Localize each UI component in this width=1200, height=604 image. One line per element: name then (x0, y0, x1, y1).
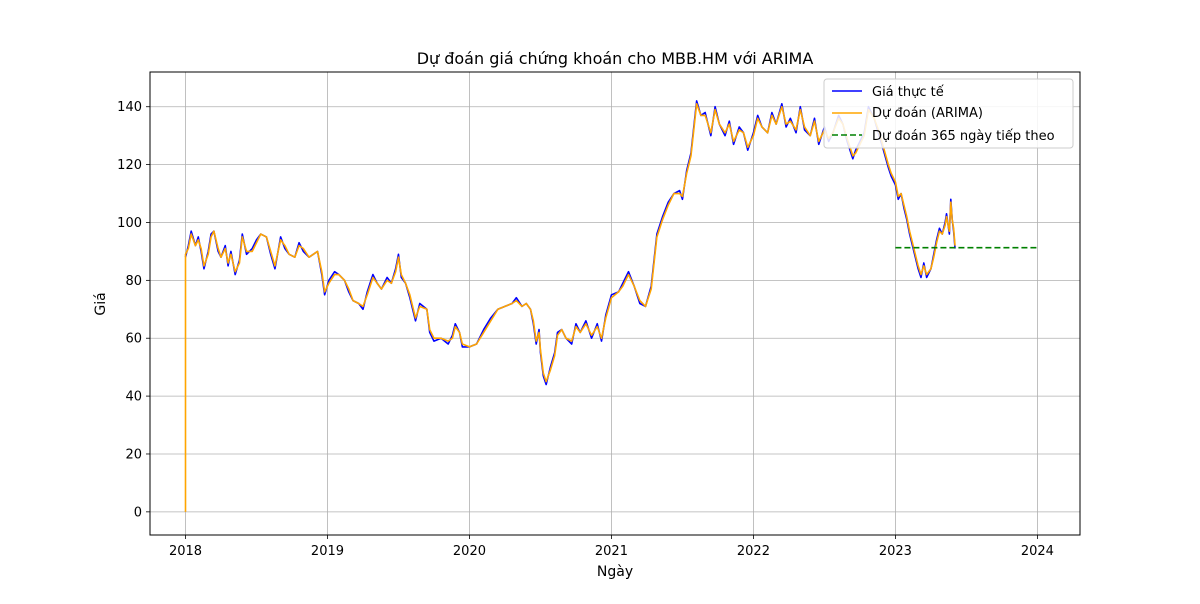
legend-label-actual: Giá thực tế (872, 85, 944, 100)
y-axis-label: Giá (93, 292, 109, 315)
x-tick-label: 2023 (879, 544, 912, 559)
y-tick-label: 80 (125, 274, 142, 289)
y-tick-label: 140 (117, 100, 142, 115)
x-tick-label: 2020 (453, 544, 486, 559)
x-tick-label: 2021 (595, 544, 628, 559)
x-tick-label: 2024 (1021, 544, 1054, 559)
chart-title: Dự đoán giá chứng khoán cho MBB.HM với A… (417, 49, 814, 68)
legend-label-arima: Dự đoán (ARIMA) (872, 106, 983, 121)
grid-lines (150, 72, 1080, 535)
x-tick-label: 2022 (737, 544, 770, 559)
legend-label-forecast: Dự đoán 365 ngày tiếp theo (872, 129, 1055, 144)
x-tick-label: 2019 (311, 544, 344, 559)
y-tick-label: 120 (117, 158, 142, 173)
y-tick-label: 40 (125, 390, 142, 405)
legend-box (823, 78, 1074, 149)
plot-frame (149, 71, 1081, 536)
x-axis-label: Ngày (597, 564, 633, 580)
x-tick-label: 2018 (169, 544, 202, 559)
legend: Giá thực tế Dự đoán (ARIMA) Dự đoán 365 … (823, 78, 1074, 149)
y-tick-label: 0 (134, 505, 142, 520)
y-tick-label: 20 (125, 447, 142, 462)
y-tick-label: 100 (117, 216, 142, 231)
y-tick-label: 60 (125, 332, 142, 347)
y-axis-ticks: 0 20 40 60 80 100 120 140 (117, 100, 150, 520)
x-axis-ticks: 2018 2019 2020 2021 2022 2023 2024 (169, 535, 1054, 559)
